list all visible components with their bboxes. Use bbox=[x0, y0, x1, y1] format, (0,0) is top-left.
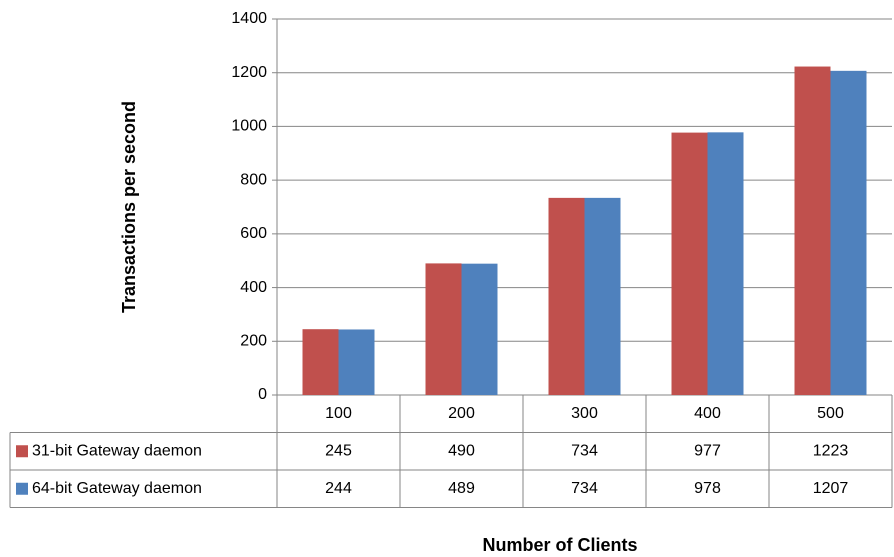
y-tick-label: 800 bbox=[240, 171, 267, 188]
bar bbox=[338, 329, 375, 395]
table-value: 490 bbox=[448, 442, 475, 459]
table-value: 1223 bbox=[813, 442, 849, 459]
table-value: 489 bbox=[448, 480, 475, 497]
table-value: 244 bbox=[325, 480, 352, 497]
table-value: 245 bbox=[325, 442, 352, 459]
bar bbox=[707, 132, 744, 395]
x-tick-label: 200 bbox=[448, 405, 475, 422]
legend-key bbox=[16, 482, 28, 495]
table-value: 734 bbox=[571, 442, 598, 459]
table-value: 734 bbox=[571, 480, 598, 497]
table-value: 978 bbox=[694, 480, 721, 497]
legend-label: 64-bit Gateway daemon bbox=[32, 480, 202, 497]
y-tick-label: 200 bbox=[240, 333, 267, 350]
bar bbox=[671, 132, 708, 395]
bar bbox=[794, 66, 831, 395]
bar bbox=[461, 263, 498, 395]
bar bbox=[830, 70, 867, 395]
x-axis-label: Number of Clients bbox=[482, 535, 637, 555]
y-tick-label: 0 bbox=[258, 386, 267, 403]
bar bbox=[548, 197, 585, 395]
y-axis-label: Transactions per second bbox=[119, 101, 139, 313]
y-tick-label: 1400 bbox=[231, 10, 267, 27]
x-tick-label: 500 bbox=[817, 405, 844, 422]
y-tick-label: 600 bbox=[240, 225, 267, 242]
y-tick-label: 400 bbox=[240, 279, 267, 296]
x-tick-label: 300 bbox=[571, 405, 598, 422]
x-tick-label: 400 bbox=[694, 405, 721, 422]
bar bbox=[425, 263, 462, 395]
bar bbox=[584, 197, 621, 395]
x-tick-label: 100 bbox=[325, 405, 352, 422]
y-tick-label: 1200 bbox=[231, 64, 267, 81]
legend-label: 31-bit Gateway daemon bbox=[32, 442, 202, 459]
bar bbox=[302, 329, 339, 395]
table-value: 977 bbox=[694, 442, 721, 459]
table-value: 1207 bbox=[813, 480, 849, 497]
legend-key bbox=[16, 445, 28, 458]
y-tick-label: 1000 bbox=[231, 118, 267, 135]
